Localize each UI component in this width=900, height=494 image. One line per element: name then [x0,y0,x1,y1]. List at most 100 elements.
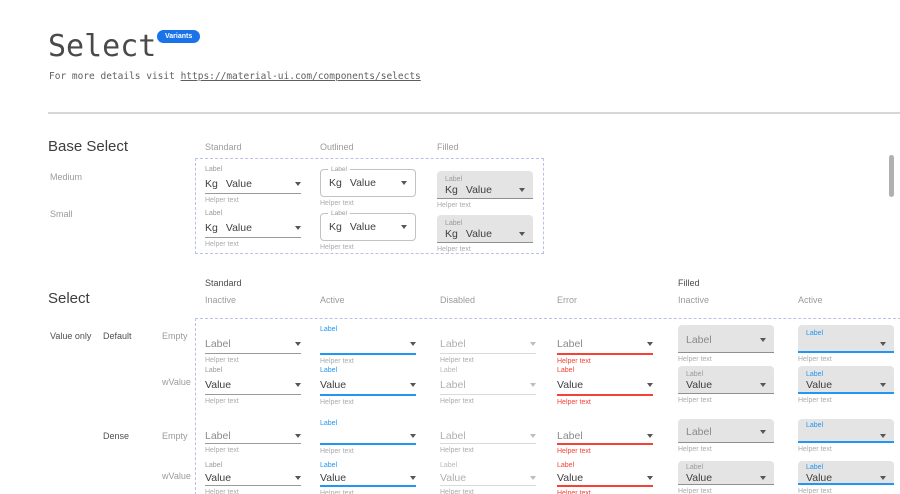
select-label: Label [440,367,458,374]
dropdown-caret-icon [647,383,653,387]
helper-text: Helper text [557,448,591,455]
select-value: Value [686,472,713,484]
select-standard-inactive-r2[interactable]: Label Value Helper text [205,366,301,405]
select-control: Value [440,471,536,486]
select-control: Value [557,471,653,487]
helper-text: Helper text [320,358,354,365]
select-standard-disabled-r2[interactable]: Label Label Helper text [440,366,536,405]
select-filled-inactive-r2[interactable]: Label Value Helper text [678,366,774,404]
select-heading: Select [48,290,90,307]
select-control: Value [686,379,766,391]
helper-text: Helper text [205,197,239,204]
select-standard-active-r2[interactable]: Label Value Helper text [320,366,416,406]
select-standard-inactive-medium[interactable]: Label Kg Value Helper text [205,165,301,204]
select-filled-inactive-r3[interactable]: Label Helper text [678,419,774,453]
select-value: Value [557,379,584,391]
subtitle: For more details visit https://material-… [49,71,421,82]
dropdown-caret-icon [530,476,536,480]
select-label: Label [320,326,338,333]
scrollbar-thumb[interactable] [889,155,894,197]
select-value: Label [205,338,231,350]
unit-adornment: Kg [445,184,458,196]
select-outlined-inactive-small[interactable]: Label Kg Value Helper text [320,210,416,251]
select-standard-inactive-r1[interactable]: Label Helper text [205,325,301,364]
select-value: Value [225,222,252,234]
select-standard-inactive-r3[interactable]: Label Helper text [205,419,301,454]
select-control: Value [205,471,301,486]
select-standard-active-r3[interactable]: Label Helper text [320,419,416,455]
select-standard-inactive-small[interactable]: Label Kg Value Helper text [205,209,301,248]
select-filled-active-r2[interactable]: Label Value Helper text [798,366,894,404]
select-label [557,419,653,429]
select-label: Label [557,462,575,469]
select-value: Value [440,472,467,484]
subtitle-text: For more details visit [49,71,181,82]
helper-text: Helper text [205,398,239,405]
select-label: Label [445,176,463,183]
select-label [205,325,301,335]
docs-link[interactable]: https://material-ui.com/components/selec… [180,71,421,82]
select-label: Label [328,210,350,218]
unit-adornment: Kg [445,228,458,240]
select-value: Value [349,221,376,233]
select-control: Kg Value [205,219,301,238]
select-filled-active-r1[interactable]: Label Helper text [798,325,894,363]
dropdown-caret-icon [295,342,301,346]
dropdown-caret-icon [519,188,525,192]
select-filled-inactive-r1[interactable]: Label Helper text [678,325,774,363]
select-standard-disabled-r1[interactable]: Label Helper text [440,325,536,364]
select-standard-error-r4[interactable]: Label Value Helper text [557,461,653,494]
dropdown-caret-icon [295,182,301,186]
dropdown-caret-icon [295,226,301,230]
select-label: Label [205,210,223,217]
dropdown-caret-icon [760,383,766,387]
helper-text: Helper text [440,447,474,454]
select-control: Kg Value [205,175,301,194]
helper-text: Helper text [205,357,239,364]
select-control: Label [557,429,653,445]
select-standard-error-r3[interactable]: Label Helper text [557,419,653,455]
select-label: Label [806,329,824,337]
select-standard-disabled-r4[interactable]: Label Value Helper text [440,461,536,494]
filled-box: Label Value [798,366,894,394]
filled-box: Label Value [678,461,774,485]
select-value: Value [806,378,833,391]
select-row-label: Dense [103,431,130,441]
select-filled-active-r3[interactable]: Label Helper text [798,419,894,453]
helper-text: Helper text [320,200,354,207]
select-value: Value [349,177,376,189]
base-select-heading: Base Select [48,138,129,155]
select-standard-inactive-r4[interactable]: Label Value Helper text [205,461,301,494]
select-column-header: Disabled [440,295,476,305]
base-row-label: Small [50,209,73,219]
select-outlined-inactive-medium[interactable]: Label Kg Value Helper text [320,166,416,207]
select-row-label: wValue [162,377,191,387]
select-standard-active-r4[interactable]: Label Value Helper text [320,461,416,494]
base-column-header: Outlined [320,142,354,152]
filled-box: Label [678,325,774,353]
select-control: Kg Value [445,228,525,240]
select-filled-inactive-r4[interactable]: Label Value Helper text [678,461,774,494]
unit-adornment: Kg [329,221,342,233]
header-divider [48,112,900,114]
variants-badge[interactable]: Variants [157,30,201,43]
select-control [320,429,416,445]
select-filled-inactive-small[interactable]: Label Kg Value Helper text [437,215,533,253]
helper-text: Helper text [320,244,354,251]
select-standard-disabled-r3[interactable]: Label Helper text [440,419,536,454]
select-label: Label [328,166,350,174]
dropdown-caret-icon [401,181,407,185]
helper-text: Helper text [557,358,591,365]
select-value: Value [686,379,713,391]
select-row-label: Default [103,331,132,341]
select-label: Label [205,166,223,173]
select-control: Label [205,429,301,444]
select-standard-error-r1[interactable]: Label Helper text [557,325,653,365]
filled-box: Label Kg Value [437,171,533,199]
select-filled-active-r4[interactable]: Label Value Helper text [798,461,894,494]
select-standard-error-r2[interactable]: Label Value Helper text [557,366,653,406]
select-value: Value [320,472,347,484]
select-standard-active-r1[interactable]: Label Helper text [320,325,416,365]
select-filled-inactive-medium[interactable]: Label Kg Value Helper text [437,171,533,209]
